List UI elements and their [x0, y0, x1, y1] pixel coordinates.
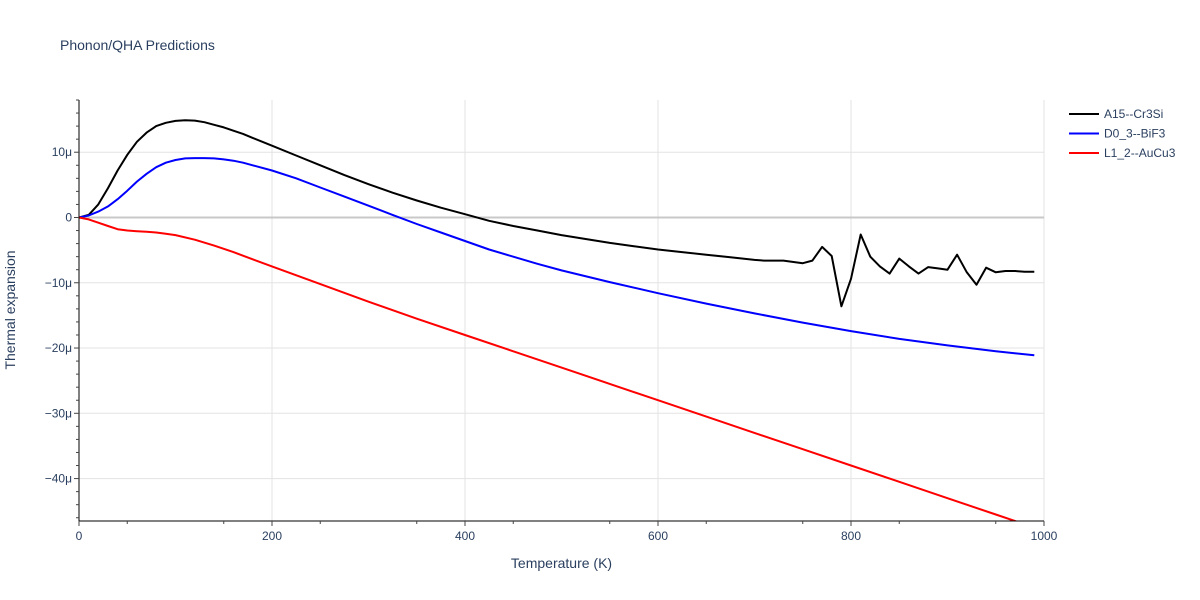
x-tick-label: 0 — [76, 529, 83, 543]
grid — [79, 100, 1045, 521]
series-line-A15--Cr3Si — [79, 119, 1035, 308]
legend-entry-label: L1_2--AuCu3 — [1104, 146, 1176, 160]
legend: A15--Cr3Si D0_3--BiF3 L1_2--AuCu3 — [1069, 107, 1176, 160]
x-tick-label: 400 — [455, 529, 475, 543]
y-tick-label: 10μ — [52, 145, 72, 159]
y-tick-label: −30μ — [45, 406, 72, 420]
x-tick-label: 800 — [841, 529, 861, 543]
y-tick-label: 0 — [65, 210, 72, 224]
y-tick-label: −20μ — [45, 341, 72, 355]
series-line-L1_2--AuCu3 — [79, 216, 1019, 521]
x-tick-label: 1000 — [1031, 529, 1058, 543]
series-layer — [79, 119, 1035, 521]
legend-entry-label: A15--Cr3Si — [1104, 107, 1163, 121]
x-axis-label: Temperature (K) — [511, 555, 612, 571]
series-line-D0_3--BiF3 — [79, 157, 1035, 357]
axes — [78, 100, 1044, 522]
y-tick-label: −40μ — [45, 472, 72, 486]
x-tick-label: 600 — [648, 529, 668, 543]
y-tick-label: −10μ — [45, 276, 72, 290]
ticks: 0 200 400 600 800 1000 10μ 0 −10μ −20μ −30μ −40μ — [45, 99, 1058, 543]
legend-entry-label: D0_3--BiF3 — [1104, 127, 1166, 141]
x-tick-label: 200 — [262, 529, 282, 543]
y-axis-label: Thermal expansion — [2, 250, 18, 369]
chart-title: Phonon/QHA Predictions — [60, 37, 215, 53]
